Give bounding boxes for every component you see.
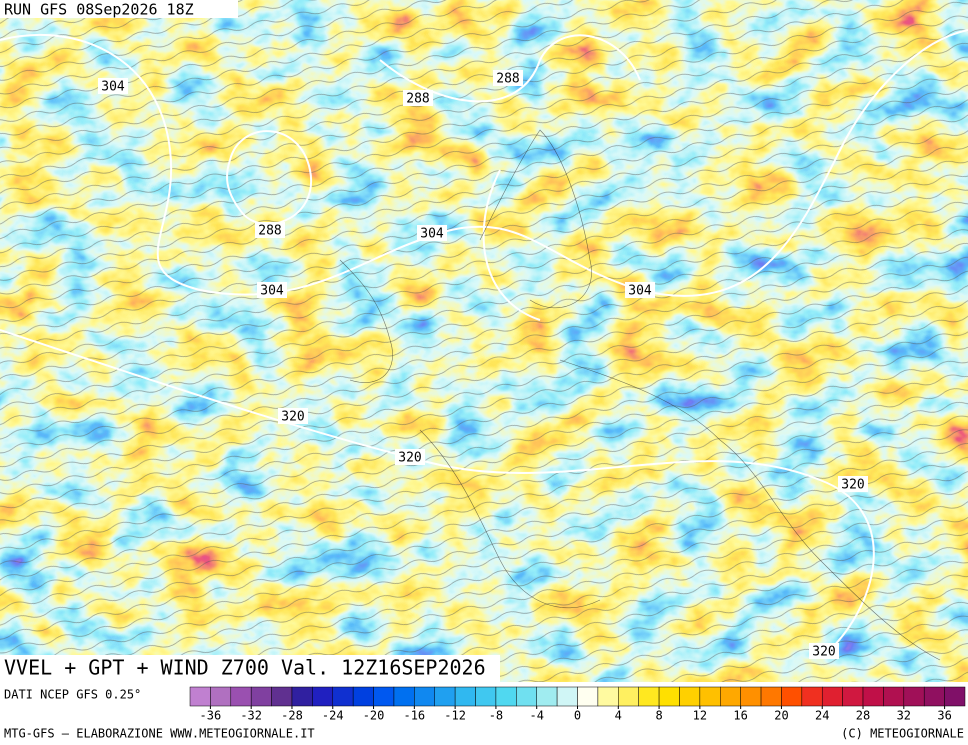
contour-label-box	[838, 476, 868, 492]
contour-label-box	[417, 225, 447, 241]
color-swatch	[821, 686, 843, 707]
color-swatch	[291, 686, 313, 707]
color-swatch	[618, 686, 639, 707]
color-swatch	[414, 686, 435, 707]
colorbar-tick-label: -28	[281, 709, 303, 723]
color-swatch	[434, 686, 456, 707]
contour-label-box	[98, 78, 128, 94]
colorbar-tick-label: -24	[322, 709, 344, 723]
contour-label: 304	[628, 284, 652, 299]
colorbar-tick-label: 28	[856, 709, 870, 723]
contour-label: 320	[398, 451, 421, 466]
data-source: DATI NCEP GFS 0.25°	[4, 688, 141, 702]
color-swatch	[230, 686, 252, 707]
contour-label-box	[278, 408, 308, 424]
color-swatch	[373, 686, 395, 707]
color-swatch	[475, 686, 497, 707]
contour-label-box	[625, 282, 655, 298]
color-swatch	[332, 686, 354, 707]
credit-right: (C) METEOGIORNALE	[841, 727, 964, 741]
color-swatch	[923, 686, 945, 707]
colorbar: -36 -32 -28 -24 -20 -16 -12 -8 -4 0 4 8 12 16 20 24 28 32…	[189, 686, 966, 723]
contour-label: 304	[260, 284, 284, 299]
run-label: RUN GFS 08Sep2026 18Z	[4, 1, 194, 19]
contour-label-box	[395, 449, 425, 465]
color-swatch	[454, 686, 476, 707]
colorbar-tick-label: -36	[200, 709, 222, 723]
color-swatch	[699, 686, 721, 707]
color-swatch	[679, 686, 701, 707]
color-swatch	[271, 686, 293, 707]
colorbar-tick-label: 32	[897, 709, 911, 723]
color-swatch	[658, 686, 680, 707]
colorbar-tick-label: 12	[693, 709, 707, 723]
contour-label: 304	[101, 80, 125, 95]
colorbar-tick-label: 20	[774, 709, 788, 723]
contour-label-box	[809, 643, 839, 659]
colorbar-tick-label: 4	[615, 709, 622, 723]
contour-label: 304	[420, 227, 444, 242]
colorbar-tick-label: 24	[815, 709, 829, 723]
color-swatch	[393, 686, 415, 707]
color-swatch	[842, 686, 864, 707]
color-swatch	[250, 686, 272, 707]
credit-left: MTG-GFS – ELABORAZIONE WWW.METEOGIORNALE…	[4, 727, 315, 741]
color-swatch	[740, 686, 762, 707]
contour-label: 320	[281, 410, 304, 425]
color-swatch	[536, 686, 558, 707]
contour-labels: 304 288 288 288 304 304 304 320 320 320 320	[98, 70, 868, 660]
color-swatch	[352, 686, 374, 707]
color-swatch	[556, 686, 578, 707]
wind-streamlines	[0, 0, 968, 682]
contour-label-box	[255, 222, 285, 238]
colorbar-tick-label: -16	[403, 709, 425, 723]
colorbar-tick-label: 36	[937, 709, 951, 723]
contour-label-box	[403, 90, 433, 106]
color-swatch	[577, 686, 599, 707]
header-box	[0, 0, 238, 18]
color-swatch	[903, 686, 925, 707]
colorbar-tick-label: -12	[444, 709, 466, 723]
colorbar-tick-label: 8	[655, 709, 662, 723]
color-swatch	[760, 686, 782, 707]
colorbar-tick-label: -32	[240, 709, 262, 723]
colorbar-tick-label: -4	[529, 709, 543, 723]
color-swatch	[516, 686, 537, 707]
color-swatch	[862, 686, 884, 707]
color-swatch	[883, 686, 905, 707]
color-swatch	[801, 686, 823, 707]
color-swatch	[597, 686, 619, 707]
color-swatch	[312, 686, 334, 707]
contour-label: 288	[406, 92, 429, 107]
contour-label: 320	[812, 645, 835, 660]
color-swatch	[944, 686, 966, 707]
colorbar-tick-label: -8	[489, 709, 503, 723]
color-swatch	[720, 686, 741, 707]
contour-label-box	[493, 70, 523, 86]
title-box	[0, 655, 500, 682]
map-title: VVEL + GPT + WIND Z700 Val. 12Z16SEP2026	[4, 656, 486, 680]
coastlines	[339, 129, 941, 661]
color-swatch	[781, 686, 803, 707]
contour-label: 320	[841, 478, 864, 493]
colorbar-tick-label: 16	[733, 709, 747, 723]
map	[0, 0, 968, 682]
color-swatch	[495, 686, 517, 707]
color-swatch	[638, 686, 660, 707]
colorbar-tick-label: -20	[363, 709, 385, 723]
contour-label-box	[257, 282, 287, 298]
color-swatch	[189, 686, 211, 707]
contour-label: 288	[258, 224, 281, 239]
colorbar-tick-label: 0	[574, 709, 581, 723]
color-swatch	[210, 686, 232, 707]
contour-label: 288	[496, 72, 519, 87]
